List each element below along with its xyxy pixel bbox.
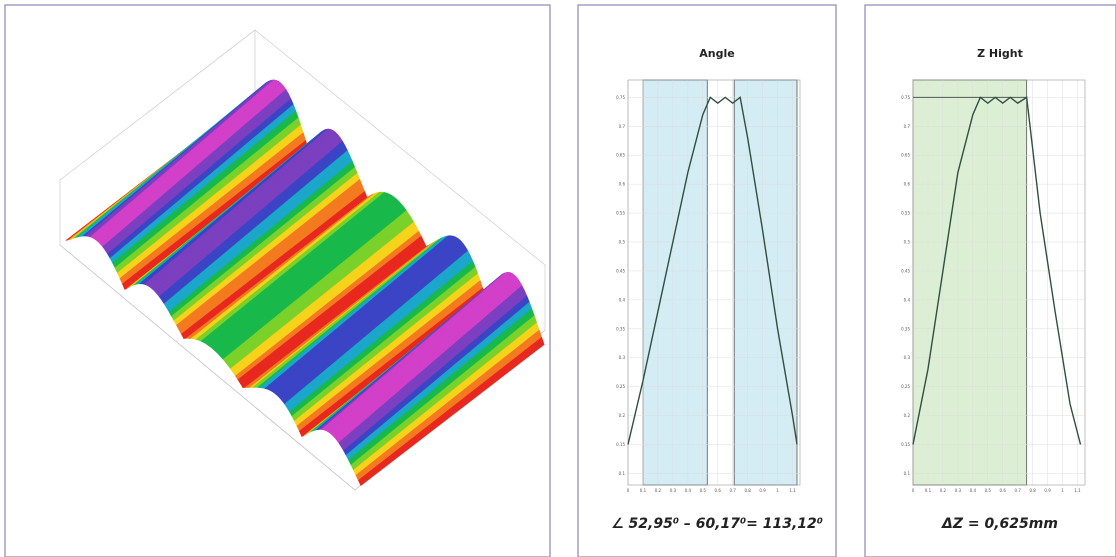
y-tick-label: 0.55 [901, 211, 910, 216]
shaded-region [642, 79, 708, 486]
y-tick-label: 0.15 [901, 442, 910, 447]
y-tick-label: 0.5 [904, 240, 911, 245]
x-tick-label: 0.7 [730, 488, 737, 493]
chart-title: Z Hight [977, 47, 1023, 60]
surface-3d [59, 29, 546, 491]
y-tick-label: 0.3 [904, 355, 911, 360]
x-tick-label: 0.2 [940, 488, 947, 493]
box-edge [59, 29, 256, 245]
y-tick-label: 0.15 [616, 442, 625, 447]
y-tick-label: 0.35 [901, 326, 910, 331]
x-tick-label: 0.7 [1015, 488, 1022, 493]
x-tick-label: 0.2 [655, 488, 662, 493]
x-tick-label: 1.1 [789, 488, 796, 493]
y-tick-label: 0.75 [901, 95, 910, 100]
plot-frame [627, 79, 801, 486]
y-tick-label: 0.35 [616, 326, 625, 331]
box-edge [254, 29, 546, 330]
y-tick-label: 0.1 [619, 471, 626, 476]
profile-line [912, 96, 1082, 445]
chart-title: Angle [699, 47, 734, 60]
y-tick-label: 0.7 [904, 124, 911, 129]
y-tick-label: 0.2 [619, 413, 626, 418]
y-tick-label: 0.2 [904, 413, 911, 418]
shaded-region [733, 79, 798, 486]
y-tick-label: 0.4 [904, 297, 911, 302]
y-tick-label: 0.6 [904, 182, 911, 187]
y-tick-label: 0.75 [616, 95, 625, 100]
y-tick-label: 0.45 [616, 268, 625, 273]
y-tick-label: 0.3 [619, 355, 626, 360]
x-tick-label: 0.5 [700, 488, 707, 493]
y-tick-label: 0.25 [901, 384, 910, 389]
x-tick-label: 0.9 [1044, 488, 1051, 493]
x-tick-label: 0.1 [925, 488, 932, 493]
surface-strip [358, 336, 545, 486]
y-tick-label: 0.55 [616, 211, 625, 216]
x-tick-label: 1 [1061, 488, 1064, 493]
y-tick-label: 0.1 [904, 471, 911, 476]
x-tick-label: 0 [912, 488, 915, 493]
shaded-region [912, 79, 1028, 486]
x-tick-label: 0.1 [640, 488, 647, 493]
y-tick-label: 0.5 [619, 240, 626, 245]
x-tick-label: 0.4 [970, 488, 977, 493]
y-tick-label: 0.7 [619, 124, 626, 129]
y-tick-label: 0.45 [901, 268, 910, 273]
x-tick-label: 0.4 [685, 488, 692, 493]
plot-frame [912, 79, 1086, 486]
x-tick-label: 0.3 [670, 488, 677, 493]
y-tick-label: 0.65 [901, 153, 910, 158]
x-tick-label: 0.3 [955, 488, 962, 493]
x-tick-label: 0.6 [715, 488, 722, 493]
x-tick-label: 0.6 [1000, 488, 1007, 493]
y-tick-label: 0.65 [616, 153, 625, 158]
x-tick-label: 1 [776, 488, 779, 493]
y-tick-label: 0.6 [619, 182, 626, 187]
x-tick-label: 0.5 [985, 488, 992, 493]
profile-line [627, 96, 798, 445]
x-tick-label: 0.8 [744, 488, 751, 493]
caption: ∠ 52,95⁰ – 60,17⁰= 113,12⁰ [611, 516, 823, 532]
x-tick-label: 0.9 [759, 488, 766, 493]
y-tick-label: 0.25 [616, 384, 625, 389]
y-tick-label: 0.4 [619, 297, 626, 302]
x-tick-label: 0 [627, 488, 630, 493]
x-tick-label: 0.8 [1029, 488, 1036, 493]
x-tick-label: 1.1 [1074, 488, 1081, 493]
caption: ΔZ = 0,625mm [941, 516, 1058, 532]
